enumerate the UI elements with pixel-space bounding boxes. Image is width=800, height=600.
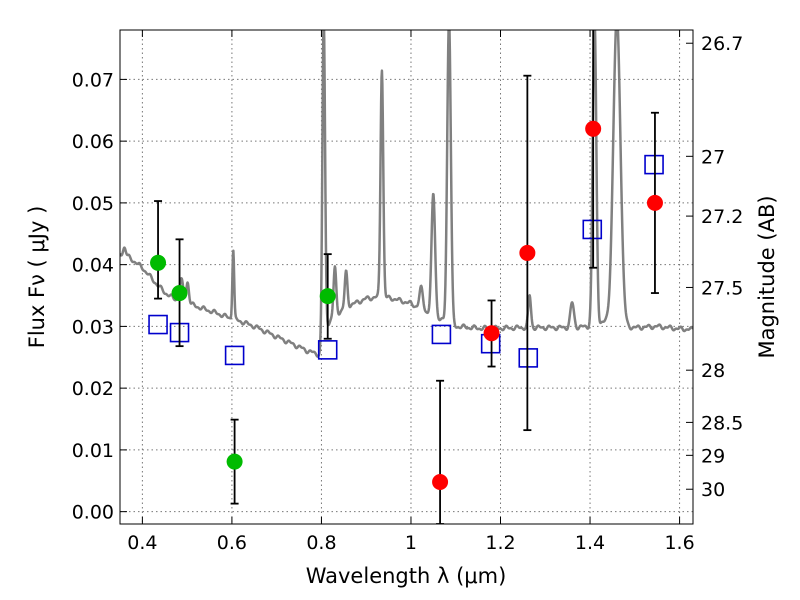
x-axis: 0.4 0.6 0.8 1 1.2 1.4 1.6 bbox=[127, 30, 695, 554]
spectrum-layer bbox=[120, 30, 693, 358]
magnitude-tick-label: 28 bbox=[701, 360, 725, 382]
optical-data-point bbox=[171, 285, 188, 302]
y-tick-label: 0.07 bbox=[72, 69, 114, 91]
nir-data-point bbox=[646, 194, 663, 211]
y-tick-label: 0.00 bbox=[72, 502, 114, 524]
model-square-marker bbox=[148, 314, 168, 335]
y-tick-label: 0.01 bbox=[72, 440, 114, 462]
optical-data-point bbox=[226, 453, 243, 470]
nir-data-point bbox=[519, 244, 536, 261]
x-tick-label: 0.8 bbox=[306, 532, 336, 554]
y-tick-label: 0.02 bbox=[72, 378, 114, 400]
plot-frame bbox=[119, 29, 694, 525]
y-axis-label: Flux Fν ( μJy ) bbox=[25, 206, 49, 349]
model-square-marker bbox=[317, 340, 338, 360]
x-tick-label: 0.4 bbox=[127, 532, 157, 554]
magnitude-tick-label: 27 bbox=[701, 146, 725, 168]
y-tick-label: 0.03 bbox=[72, 316, 114, 338]
magnitude-tick-label: 30 bbox=[701, 479, 725, 501]
spectrum-line bbox=[120, 30, 693, 358]
magnitude-tick-label: 27.5 bbox=[701, 277, 743, 299]
optical-data-point bbox=[319, 288, 336, 305]
model-square-marker bbox=[431, 324, 452, 345]
magnitude-tick-label: 26.7 bbox=[701, 33, 743, 55]
nir-data-point bbox=[585, 120, 602, 137]
magnitude-axis-label: Magnitude (AB) bbox=[755, 195, 779, 358]
y-tick-label: 0.06 bbox=[72, 131, 114, 153]
y-tick-label: 0.04 bbox=[72, 255, 114, 277]
series-layer bbox=[148, 30, 664, 524]
magnitude-tick-label: 29 bbox=[701, 445, 725, 467]
nir-data-point bbox=[432, 474, 449, 491]
optical-data-point bbox=[150, 254, 167, 271]
magnitude-tick-label: 27.2 bbox=[701, 206, 743, 228]
model-square-marker bbox=[224, 345, 245, 366]
nir-data-point bbox=[483, 325, 500, 342]
x-tick-label: 1.4 bbox=[575, 532, 605, 554]
x-tick-label: 1.2 bbox=[485, 532, 515, 554]
x-tick-label: 0.6 bbox=[217, 532, 247, 554]
x-tick-label: 1 bbox=[405, 532, 417, 554]
x-axis-label: Wavelength λ (μm) bbox=[306, 564, 507, 588]
y-tick-label: 0.05 bbox=[72, 193, 114, 215]
magnitude-tick-label: 28.5 bbox=[701, 412, 743, 434]
y-axis: 0.00 0.01 0.02 0.03 0.04 0.05 0.06 0.07 bbox=[72, 69, 127, 524]
x-tick-label: 1.6 bbox=[664, 532, 694, 554]
magnitude-axis: 26.7 27 27.2 27.5 28 28.5 29 30 bbox=[686, 33, 743, 501]
